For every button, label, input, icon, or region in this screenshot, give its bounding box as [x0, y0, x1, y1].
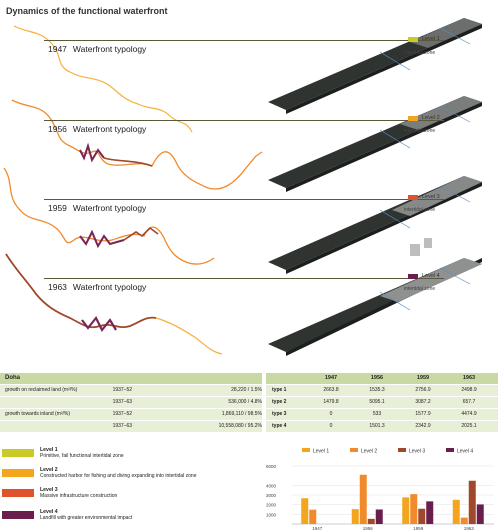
coastline-drawings: [3, 25, 263, 355]
bar: [410, 494, 418, 524]
y-tick-label: 4000: [266, 483, 277, 488]
doha-table-header: Doha: [0, 373, 262, 384]
level-3-label: Level 3: [422, 194, 440, 200]
table-row: type 3 0 533 1577.9 4474.9: [266, 408, 498, 420]
x-tick-label: 1963: [464, 526, 475, 531]
table-row: growth towards inland (m²/%) 1937–52 1,8…: [0, 408, 262, 420]
bar: [301, 498, 309, 524]
bar: [367, 518, 375, 524]
legend-level-4: Level 4 Landfill with greater environment…: [40, 509, 133, 521]
bar: [418, 508, 426, 524]
type-table: 1947 1956 1959 1963 type 1 2663.8 1535.3…: [266, 373, 498, 432]
bar: [359, 474, 367, 524]
level-1-swatch: [408, 37, 418, 42]
legend-swatch-level-2: [2, 469, 34, 477]
intertidal-zone-label-3: intertidal zone: [404, 207, 436, 213]
level-3-swatch: [408, 195, 418, 200]
level-1-label: Level 1: [422, 36, 440, 42]
legend-label: Level 4: [457, 449, 473, 455]
type-table-header: 1947 1956 1959 1963: [266, 373, 498, 384]
bar: [351, 509, 359, 524]
waterfront-models: [268, 18, 482, 356]
doha-table: Doha growth on reclaimed land (m²/%) 193…: [0, 373, 262, 432]
legend-label: Level 3: [409, 449, 425, 455]
typology-1963: 1963 Waterfront typology: [48, 282, 147, 292]
slab-1963: [268, 238, 482, 356]
legend-level-1: Level 1 Primitive, fail functional intert…: [40, 447, 124, 459]
table-row: type 4 0 1501.3 2342.9 2025.1: [266, 420, 498, 432]
coastline-1947: [13, 25, 193, 133]
level-2-swatch: [408, 116, 418, 121]
y-tick-label: 2000: [266, 503, 277, 508]
bar: [402, 497, 410, 524]
intertidal-zone-label-4: intertidal zone: [404, 286, 436, 292]
typology-1959: 1959 Waterfront typology: [48, 203, 147, 213]
legend-swatch: [446, 448, 454, 452]
coastline-1956: [11, 99, 263, 190]
legend-swatch: [398, 448, 406, 452]
y-tick-label: 3000: [266, 493, 277, 498]
table-row: 1937–63 536,000 / 4.8%: [0, 396, 262, 408]
typology-1947: 1947 Waterfront typology: [48, 44, 147, 54]
legend-swatch: [302, 448, 310, 452]
page-title: Dynamics of the functional waterfront: [6, 6, 168, 16]
slab-1959: [268, 176, 482, 274]
bar: [375, 509, 383, 524]
bar: [426, 501, 434, 524]
legend-label: Level 2: [361, 449, 377, 455]
bar: [452, 499, 460, 524]
slab-1956: [268, 96, 482, 192]
table-row: 1937–63 10,558,080 / 95.2%: [0, 420, 262, 432]
table-row: type 1 2663.8 1535.3 2756.9 2498.9: [266, 384, 498, 396]
x-tick-label: 1956: [363, 526, 374, 531]
bar: [468, 480, 476, 524]
legend-swatch: [350, 448, 358, 452]
table-row: growth on reclaimed land (m²/%) 1937–52 …: [0, 384, 262, 396]
y-tick-label: 6000: [266, 464, 277, 469]
y-tick-label: 1000: [266, 512, 277, 517]
legend-level-3: Level 3 Massive infrastructure constructi…: [40, 487, 118, 499]
table-row: type 2 1479.8 5095.1 3087.2 657.7: [266, 396, 498, 408]
bar: [476, 504, 484, 524]
x-tick-label: 1947: [312, 526, 323, 531]
intertidal-zone-label-1: intertidal zone: [404, 50, 436, 56]
intertidal-zone-label-2: intertidal zone: [404, 128, 436, 134]
legend-label: Level 1: [313, 449, 329, 455]
typology-1956: 1956 Waterfront typology: [48, 124, 147, 134]
legend-swatch-level-4: [2, 511, 34, 519]
bar: [309, 509, 317, 524]
slab-1947: [268, 18, 482, 114]
x-tick-label: 1959: [413, 526, 424, 531]
bar: [460, 517, 468, 524]
bar-chart: Level 1 Level 2 Level 3 Level 4 6000 4000 3000…: [266, 448, 494, 531]
level-4-swatch: [408, 274, 418, 279]
leader-1963: [44, 278, 444, 279]
level-4-label: Level 4: [422, 273, 440, 279]
level-2-label: Level 2: [422, 115, 440, 121]
leader-1956: [44, 120, 444, 121]
coastline-1959: [3, 167, 215, 265]
legend-swatch-level-1: [2, 449, 34, 457]
legend-level-2: Level 2 Constructed harbor for fishing an…: [40, 467, 197, 479]
leader-1947: [44, 40, 444, 41]
legend-swatch-level-3: [2, 489, 34, 497]
leader-1959: [44, 199, 444, 200]
